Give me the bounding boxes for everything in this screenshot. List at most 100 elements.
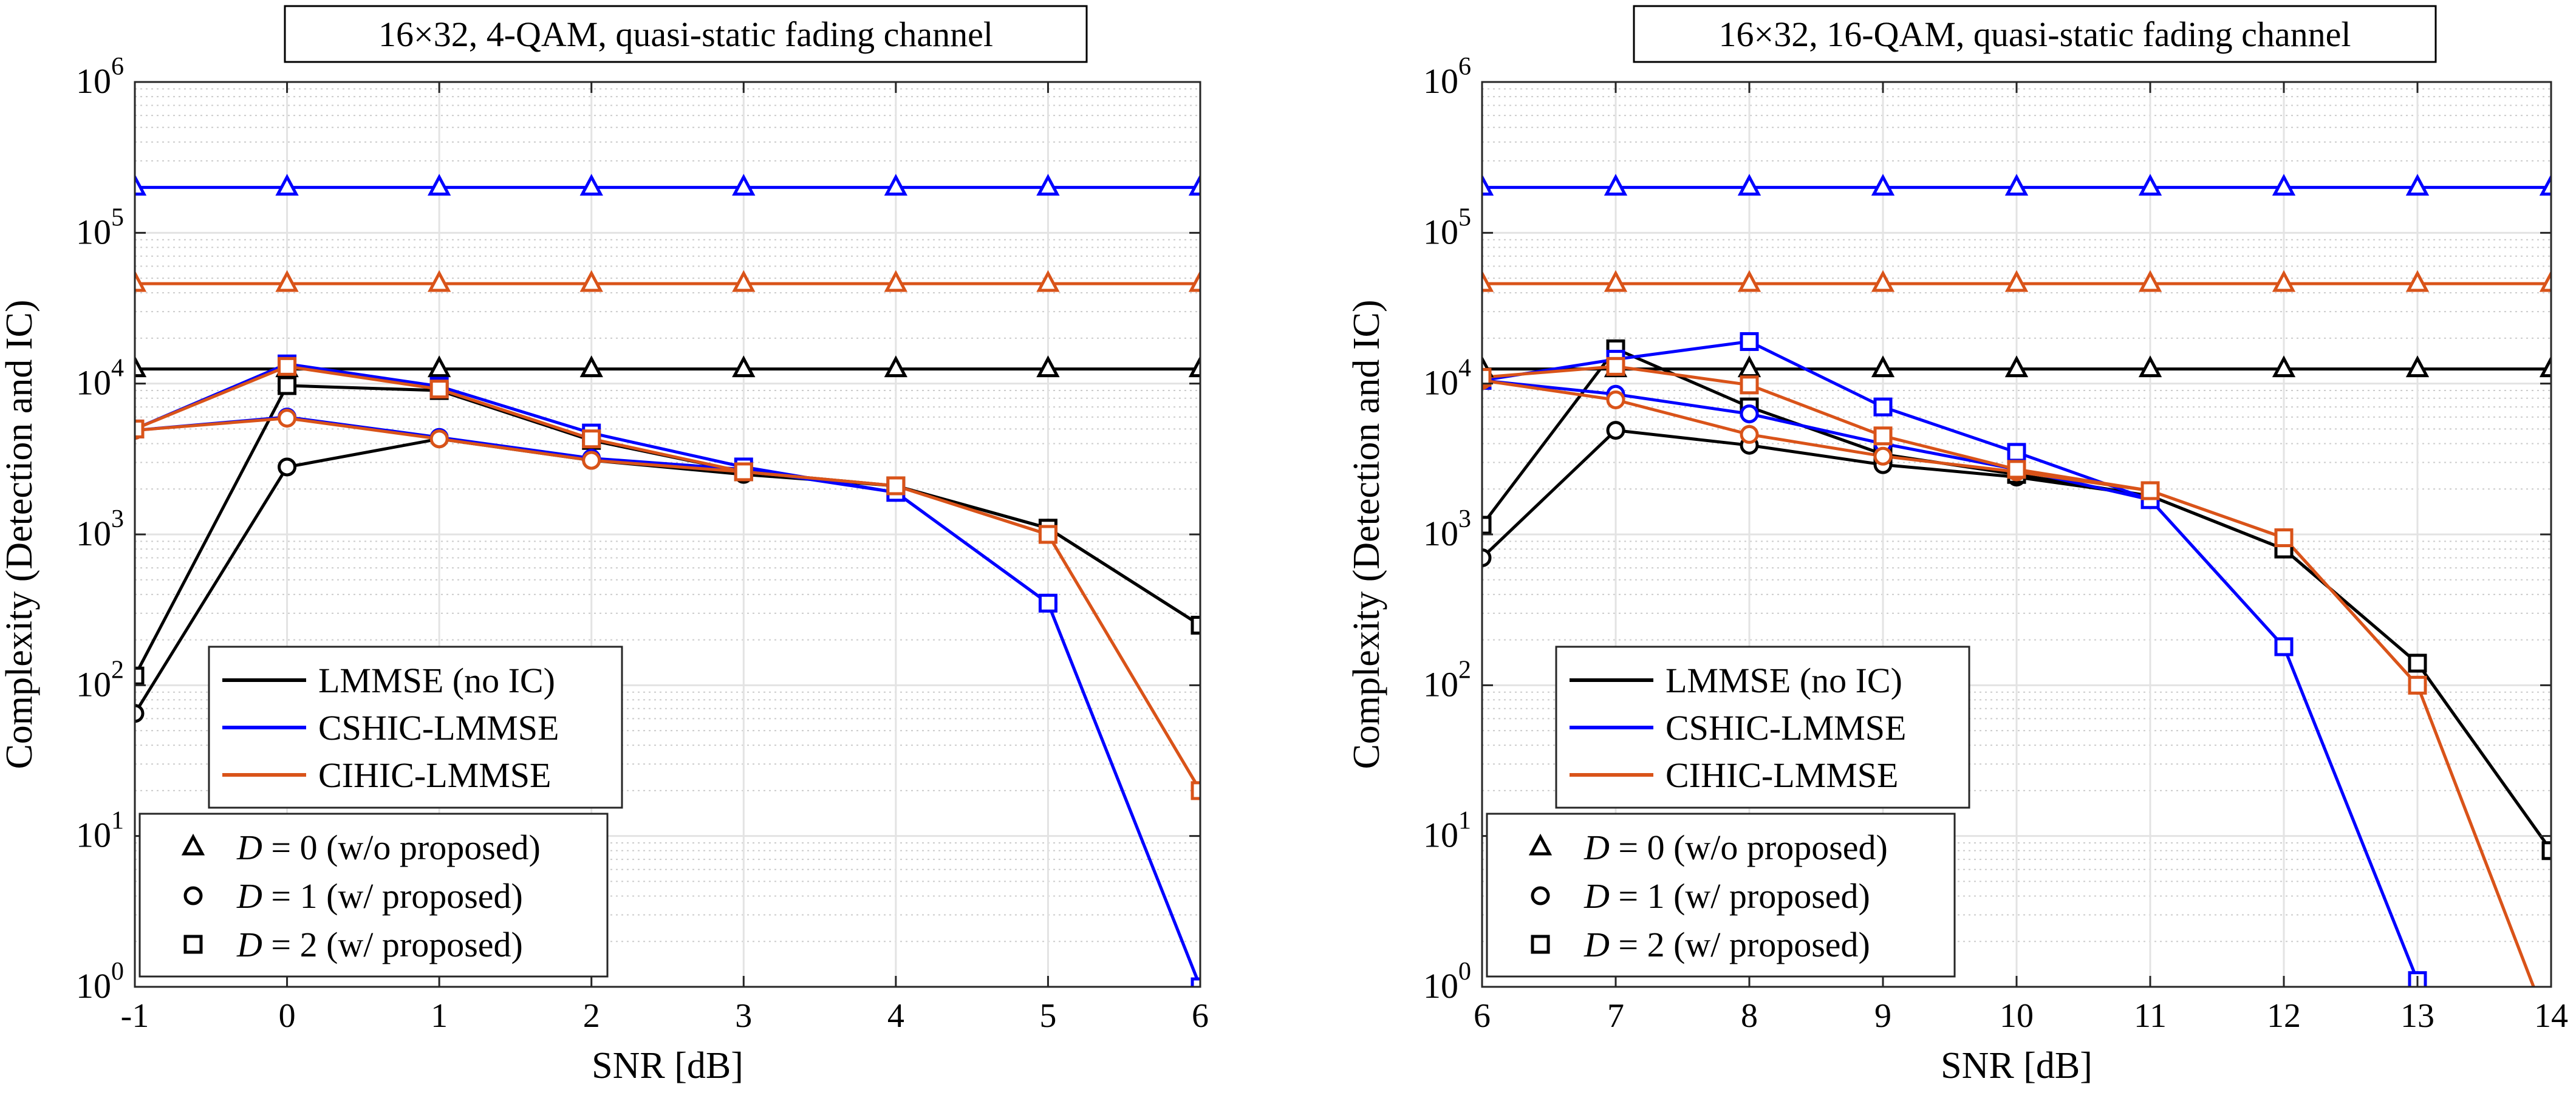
x-tick-label: 6 — [1474, 997, 1491, 1035]
y-tick-exponent: 0 — [1458, 958, 1471, 986]
data-point — [2408, 653, 2427, 673]
x-tick-label: 1 — [431, 997, 448, 1035]
data-point — [1036, 174, 1060, 196]
y-tick-exponent: 1 — [111, 807, 124, 835]
data-point — [427, 355, 451, 378]
data-point — [732, 174, 756, 196]
y-tick-label: 103 — [1423, 505, 1471, 553]
data-point — [1036, 355, 1060, 378]
data-point — [582, 451, 601, 470]
y-tick-base: 10 — [76, 966, 111, 1006]
x-tick-label: 3 — [735, 997, 752, 1035]
data-point — [135, 666, 145, 686]
data-point — [1191, 781, 1200, 800]
data-point — [2140, 481, 2160, 500]
legend-marker — [181, 833, 205, 856]
x-tick-label: 9 — [1874, 997, 1891, 1035]
data-point — [1038, 593, 1057, 613]
legend-label-text: = 2 (w/ proposed) — [262, 925, 523, 964]
data-point — [1482, 367, 1492, 387]
data-point — [135, 419, 145, 438]
data-point — [1036, 270, 1060, 292]
legend-label: LMMSE (no IC) — [318, 661, 555, 700]
legend-label: D = 1 (w/ proposed) — [236, 876, 523, 916]
data-point — [2405, 355, 2430, 378]
legend-marker — [1531, 935, 1550, 954]
data-point — [429, 429, 449, 449]
legend-label-variable: D — [1584, 925, 1610, 964]
data-point — [732, 355, 756, 378]
chart-title-box — [284, 5, 1088, 63]
data-point — [278, 409, 297, 428]
data-point — [278, 356, 297, 376]
data-point — [2138, 174, 2162, 196]
legend-label: LMMSE (no IC) — [1666, 661, 1902, 700]
x-tick-label: 0 — [279, 997, 296, 1035]
legend-label: D = 0 (w/o proposed) — [1584, 828, 1888, 867]
series-group — [135, 174, 1200, 987]
y-tick-label: 104 — [1423, 355, 1471, 403]
y-tick-base: 10 — [76, 816, 111, 855]
legend-label-variable: D — [236, 828, 262, 867]
legend-markers: D = 0 (w/o proposed)D = 1 (w/ proposed)D… — [1486, 813, 1956, 978]
y-tick-label: 101 — [76, 807, 124, 855]
x-tick-label: 10 — [2000, 997, 2034, 1035]
legend-label-text: = 1 (w/ proposed) — [262, 876, 523, 916]
data-point — [1604, 270, 1628, 292]
y-tick-base: 10 — [76, 363, 111, 403]
legend-label: D = 0 (w/o proposed) — [236, 828, 541, 867]
legend-label: D = 2 (w/ proposed) — [1584, 925, 1870, 964]
x-tick-label: 5 — [1039, 997, 1056, 1035]
data-point — [886, 476, 906, 496]
legend-box — [1486, 813, 1956, 978]
y-tick-exponent: 6 — [1458, 53, 1471, 81]
data-point — [275, 174, 299, 196]
data-point — [275, 270, 299, 292]
data-point — [1482, 270, 1494, 292]
y-axis-label: Complexity (Detection and IC) — [0, 299, 40, 769]
legend-label-variable: D — [236, 876, 262, 916]
legend-label-variable: D — [236, 925, 262, 964]
data-point — [2004, 355, 2029, 378]
y-tick-exponent: 5 — [1458, 203, 1471, 231]
data-point — [2539, 270, 2551, 292]
data-point — [1188, 174, 1200, 196]
y-tick-label: 100 — [1423, 958, 1471, 1006]
x-tick-label: 14 — [2534, 997, 2568, 1035]
legend-marker — [183, 935, 203, 954]
y-tick-exponent: 6 — [111, 53, 124, 81]
data-point — [2004, 270, 2029, 292]
data-point — [2272, 270, 2296, 292]
data-point — [1737, 270, 1761, 292]
legend-methods: LMMSE (no IC) CSHIC-LMMSE CIHIC-LMMSE — [1555, 646, 1970, 809]
y-tick-exponent: 3 — [1458, 505, 1471, 533]
data-point — [2274, 637, 2294, 656]
legend-label-variable: D — [1584, 828, 1610, 867]
y-tick-exponent: 1 — [1458, 807, 1471, 835]
data-point — [579, 174, 603, 196]
data-point — [2408, 675, 2427, 695]
data-point — [1482, 516, 1492, 535]
data-point — [1606, 390, 1625, 409]
y-tick-label: 101 — [1423, 807, 1471, 855]
data-point — [732, 270, 756, 292]
data-point — [1873, 397, 1893, 417]
legend-label: CSHIC-LMMSE — [318, 708, 559, 748]
data-point — [1604, 174, 1628, 196]
data-point — [1740, 375, 1759, 395]
data-point — [135, 355, 147, 378]
x-tick-label: -1 — [121, 997, 149, 1035]
legend-label: CIHIC-LMMSE — [318, 755, 551, 795]
data-point — [2541, 841, 2551, 861]
data-point — [1740, 332, 1759, 351]
x-tick-label: 13 — [2400, 997, 2434, 1035]
x-tick-label: 12 — [2267, 997, 2301, 1035]
data-point — [1482, 174, 1494, 196]
y-tick-label: 105 — [76, 203, 124, 251]
y-tick-exponent: 0 — [111, 958, 124, 986]
y-tick-exponent: 2 — [1458, 656, 1471, 684]
